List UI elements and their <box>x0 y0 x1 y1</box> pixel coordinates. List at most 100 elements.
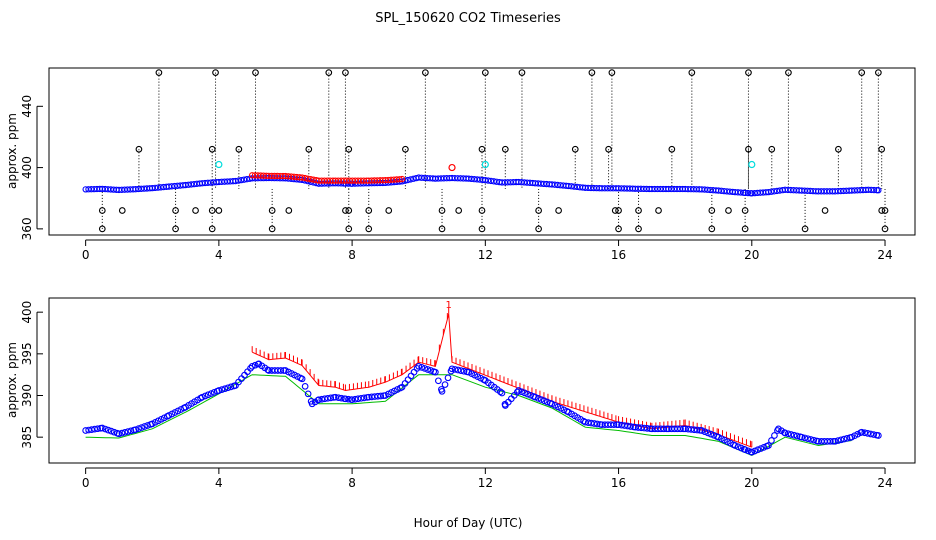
top-point-blue <box>232 177 239 185</box>
bottom-point <box>410 368 418 376</box>
bottom-point <box>327 394 335 402</box>
top-x-tick-label: 12 <box>478 248 493 262</box>
bottom-point <box>804 435 812 443</box>
bottom-y-tick-label: 395 <box>20 342 34 365</box>
bottom-point <box>810 436 818 444</box>
top-spike-marker <box>345 207 353 214</box>
bottom-point <box>748 448 756 456</box>
top-spike-marker <box>438 207 446 214</box>
bottom-point <box>798 433 806 441</box>
bottom-point <box>135 425 142 432</box>
top-spike-marker <box>688 69 696 76</box>
top-spike-marker <box>212 69 219 76</box>
bottom-point <box>107 427 115 435</box>
bottom-point <box>518 388 525 396</box>
bottom-point <box>441 381 449 388</box>
bottom-point <box>448 365 456 373</box>
bottom-point <box>790 431 798 439</box>
top-spike-marker <box>385 207 393 214</box>
top-spike-marker <box>365 207 373 214</box>
bottom-point <box>515 387 522 394</box>
bottom-point <box>201 392 209 400</box>
top-point-blue <box>875 187 882 194</box>
top-spike-marker <box>821 207 829 214</box>
bottom-point <box>104 426 112 434</box>
top-spike-marker <box>611 207 619 214</box>
bottom-point <box>415 362 423 370</box>
top-spike-marker <box>878 207 886 214</box>
bottom-point <box>132 426 139 434</box>
bottom-point <box>834 437 842 444</box>
top-y-tick-label: 360 <box>20 217 34 240</box>
top-x-tick-label: 4 <box>215 248 223 262</box>
top-plot-frame <box>48 67 916 236</box>
top-point-blue <box>744 189 752 197</box>
bottom-point <box>837 436 845 444</box>
top-spike-marker <box>708 225 716 233</box>
top-spike-marker <box>252 69 259 76</box>
top-point-blue <box>737 189 744 196</box>
bottom-point <box>627 423 634 430</box>
bottom-point <box>827 437 834 445</box>
bottom-point <box>435 377 442 385</box>
bottom-x-tick-label: 20 <box>744 476 759 490</box>
top-point-red <box>398 175 406 183</box>
bottom-point <box>454 366 462 374</box>
bottom-point <box>204 391 212 399</box>
bottom-point <box>784 430 792 438</box>
bottom-point <box>298 375 306 383</box>
top-spike-marker <box>285 207 293 214</box>
top-point-blue <box>485 177 492 184</box>
bottom-point <box>531 393 539 401</box>
bottom-point <box>807 436 815 443</box>
bottom-point <box>418 364 426 371</box>
top-spike-marker <box>215 207 223 214</box>
top-spike-marker <box>172 225 179 233</box>
top-spike-marker <box>192 207 199 214</box>
bottom-point <box>741 446 749 454</box>
bottom-point <box>540 397 548 405</box>
bottom-point <box>460 367 468 375</box>
bottom-point <box>138 424 145 431</box>
top-spike-marker <box>745 69 752 76</box>
top-spike-marker <box>155 69 163 76</box>
bottom-point <box>660 425 668 433</box>
bottom-point <box>737 444 745 452</box>
top-spike-marker <box>478 225 486 233</box>
x-axis-label: Hour of Day (UTC) <box>414 516 523 530</box>
top-spike-marker <box>725 207 732 214</box>
bottom-point <box>861 429 869 437</box>
top-point-red <box>298 174 306 181</box>
bottom-point <box>744 447 752 455</box>
top-point-red <box>301 174 309 182</box>
top-x-tick-label: 8 <box>348 248 356 262</box>
top-spike-marker <box>345 225 353 233</box>
bottom-y-tick-label: 400 <box>20 301 34 324</box>
bottom-point <box>787 431 795 438</box>
bottom-point <box>118 429 126 437</box>
top-spike-marker <box>235 145 243 153</box>
top-x-tick-label: 24 <box>877 248 892 262</box>
top-spike-marker <box>98 225 106 233</box>
top-point-blue <box>235 177 242 184</box>
top-point-blue <box>773 187 781 195</box>
bottom-point <box>751 447 759 455</box>
bottom-x-tick-label: 8 <box>348 476 356 490</box>
bottom-plot-frame <box>48 297 916 464</box>
bottom-point <box>224 384 232 392</box>
bottom-point <box>840 435 848 443</box>
top-panel: approx. ppm 0 4 8 12 16 20 24 360 400 440 <box>5 67 916 262</box>
top-spike-marker <box>455 207 463 214</box>
top-spike-marker <box>402 145 409 153</box>
top-spike-marker <box>345 145 353 153</box>
bottom-point <box>251 361 259 369</box>
top-point-blue <box>765 188 772 196</box>
top-spike-marker <box>785 69 792 76</box>
bottom-point <box>537 396 545 403</box>
bottom-point <box>831 437 839 445</box>
bottom-point <box>218 386 226 393</box>
top-spike-marker <box>305 145 313 153</box>
top-spike-marker <box>481 69 489 76</box>
bottom-point <box>858 428 866 436</box>
